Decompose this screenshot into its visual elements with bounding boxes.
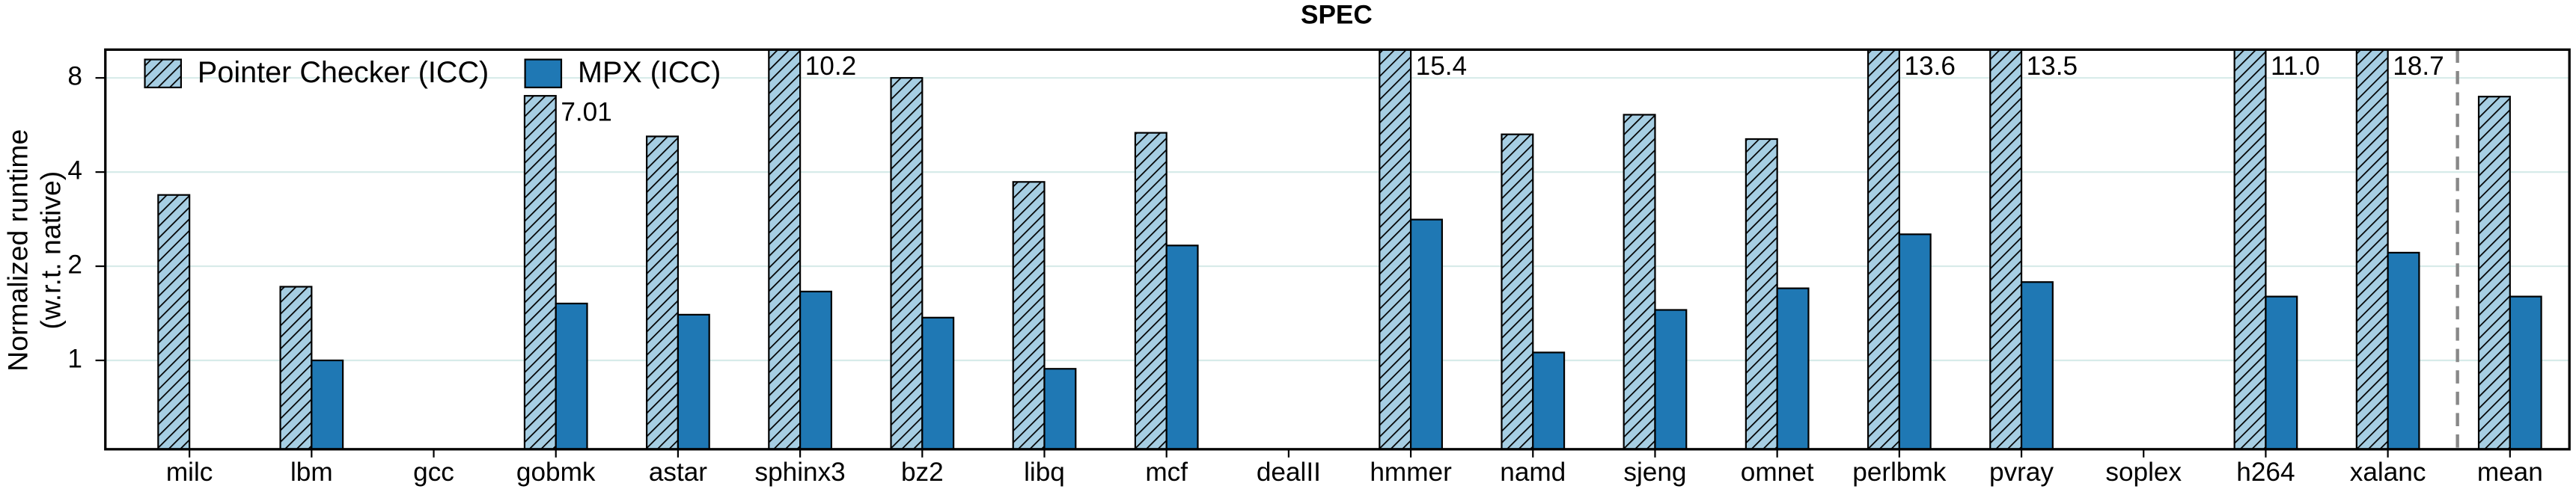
value-label: 13.5 <box>2027 52 2078 81</box>
bar <box>2387 251 2420 449</box>
plot-frame <box>104 48 2571 451</box>
bar <box>1134 132 1168 449</box>
bar <box>157 194 191 449</box>
value-label: 13.6 <box>1904 52 1955 81</box>
value-label: 11.0 <box>2271 52 2320 81</box>
bars <box>157 49 2542 449</box>
bar <box>555 302 588 449</box>
grid <box>105 77 2570 362</box>
x-tick-label: bz2 <box>901 458 944 487</box>
bar <box>1501 133 1534 449</box>
value-label: 18.7 <box>2393 52 2444 81</box>
legend-swatch <box>524 58 563 89</box>
y-axis-label: Normalized runtime <box>1 129 33 372</box>
y-tick-label: 4 <box>67 156 82 185</box>
x-tick-label: namd <box>1500 458 1566 487</box>
x-tick-label: libq <box>1024 458 1065 487</box>
y-tick-label: 1 <box>67 344 82 373</box>
x-tick-label: gcc <box>413 458 454 487</box>
bar <box>646 135 680 449</box>
bar <box>677 313 710 449</box>
bar <box>2233 49 2267 449</box>
value-label: 10.2 <box>805 52 856 81</box>
y-axis-label: (w.r.t. native) <box>34 171 66 330</box>
bar <box>1623 114 1656 449</box>
chart-title: SPEC <box>1301 1 1373 30</box>
x-tick-label: sphinx3 <box>754 458 845 487</box>
bar <box>1745 138 1778 449</box>
labels: 1 2 4 8 milc lbm gcc gobmk 7.01 astar sphinx3 10.2 b… <box>67 52 2542 487</box>
x-tick-label: dealII <box>1257 458 1321 487</box>
bar <box>1165 244 1199 449</box>
bar <box>1409 218 1443 449</box>
bar <box>2355 49 2389 449</box>
legend-label: MPX (ICC) <box>578 56 721 89</box>
x-tick-label: milc <box>166 458 213 487</box>
bar <box>768 49 802 449</box>
bar <box>2020 281 2054 449</box>
bar <box>1898 233 1932 449</box>
bar <box>799 290 832 449</box>
x-tick-label: sjeng <box>1623 458 1686 487</box>
x-tick-label: h264 <box>2236 458 2295 487</box>
value-label: 7.01 <box>561 98 611 127</box>
bar <box>1043 368 1077 449</box>
bar <box>1989 49 2023 449</box>
bar <box>1532 351 1566 449</box>
legend-swatch <box>144 58 183 89</box>
bar <box>1012 181 1046 449</box>
x-tick-label: gobmk <box>516 458 596 487</box>
bar <box>1379 49 1412 449</box>
bar <box>523 95 557 449</box>
x-tick-label: astar <box>649 458 707 487</box>
x-tick-label: hmmer <box>1370 458 1452 487</box>
bar <box>2477 96 2511 449</box>
value-label: 15.4 <box>1416 52 1467 81</box>
bar <box>1776 287 1810 449</box>
y-tick-label: 2 <box>67 250 82 279</box>
x-tick-label: mcf <box>1145 458 1188 487</box>
x-tick-label: mean <box>2477 458 2543 487</box>
x-tick-label: lbm <box>290 458 333 487</box>
bar <box>2509 295 2542 449</box>
bar <box>921 316 955 449</box>
bar <box>1867 49 1900 449</box>
bar <box>890 77 924 449</box>
y-tick-label: 8 <box>67 61 82 90</box>
bar <box>1654 309 1688 449</box>
x-tick-label: xalanc <box>2350 458 2426 487</box>
x-tick-label: perlbmk <box>1852 458 1947 487</box>
x-tick-label: soplex <box>2105 458 2182 487</box>
x-tick-label: pvray <box>1989 458 2054 487</box>
bar <box>2265 295 2298 449</box>
bar <box>279 286 313 449</box>
bar <box>311 359 344 449</box>
legend-label: Pointer Checker (ICC) <box>198 56 489 89</box>
x-tick-label: omnet <box>1741 458 1814 487</box>
